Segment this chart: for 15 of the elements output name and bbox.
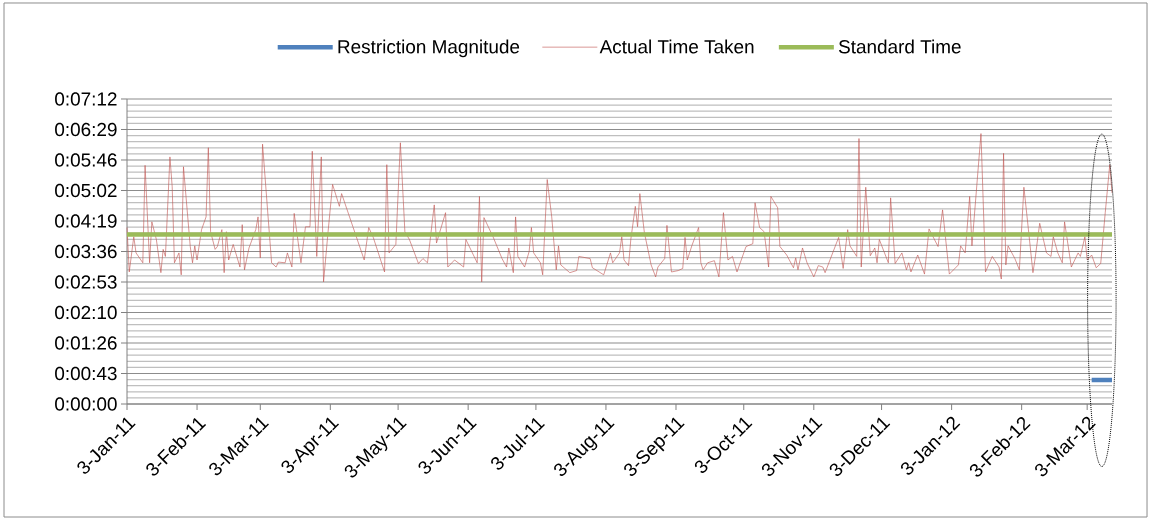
y-tick-label: 0:02:10 [55, 305, 117, 320]
legend-label: Restriction Magnitude [338, 39, 520, 58]
y-tick-label: 0:05:46 [55, 153, 117, 167]
y-tick-label: 0:06:29 [55, 122, 117, 137]
y-tick-label: 0:07:12 [55, 92, 117, 106]
y-tick-label: 0:00:43 [55, 366, 117, 381]
y-tick-label: 0:03:36 [55, 244, 117, 259]
legend-label: Actual Time Taken [599, 39, 754, 54]
y-tick-label: 0:04:19 [55, 214, 117, 228]
y-tick-label: 0:02:53 [55, 275, 117, 289]
y-tick-label: 0:01:26 [55, 336, 117, 350]
y-tick-label: 0:05:02 [55, 183, 117, 198]
y-tick-label: 0:00:00 [55, 397, 117, 411]
line-series [126, 133, 1113, 283]
legend-label: Standard Time [838, 39, 961, 54]
